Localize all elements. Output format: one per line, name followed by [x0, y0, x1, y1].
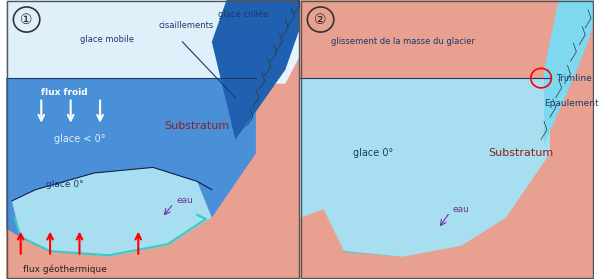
Polygon shape	[300, 78, 550, 257]
Polygon shape	[544, 0, 594, 145]
Polygon shape	[6, 0, 256, 78]
Polygon shape	[6, 0, 300, 84]
Text: eau: eau	[176, 196, 193, 205]
Polygon shape	[300, 70, 594, 279]
Text: cisaillements: cisaillements	[159, 21, 214, 30]
Polygon shape	[300, 0, 594, 279]
Text: glace 0°: glace 0°	[46, 180, 83, 189]
Polygon shape	[300, 78, 550, 257]
Polygon shape	[6, 70, 300, 279]
Text: glissement de la masse du glacier: glissement de la masse du glacier	[331, 37, 475, 46]
Text: glace < 0°: glace < 0°	[54, 134, 105, 145]
Text: flux froid: flux froid	[41, 88, 88, 97]
Text: Substratum: Substratum	[164, 121, 230, 131]
Text: Substratum: Substratum	[488, 148, 553, 158]
Text: ①: ①	[20, 13, 33, 27]
Text: flux géothermique: flux géothermique	[23, 264, 107, 274]
Polygon shape	[212, 0, 300, 140]
Polygon shape	[6, 0, 256, 173]
Text: ②: ②	[314, 13, 327, 27]
Polygon shape	[12, 167, 212, 257]
Text: Epaulement: Epaulement	[544, 99, 599, 108]
Text: glace mobile: glace mobile	[79, 35, 133, 44]
Text: glace 0°: glace 0°	[353, 148, 394, 158]
Text: Trimline: Trimline	[556, 74, 592, 83]
Text: glace collée: glace collée	[218, 9, 268, 19]
Polygon shape	[6, 0, 300, 279]
Polygon shape	[6, 0, 256, 257]
Polygon shape	[300, 209, 344, 279]
Text: eau: eau	[453, 205, 470, 214]
Polygon shape	[6, 153, 212, 243]
